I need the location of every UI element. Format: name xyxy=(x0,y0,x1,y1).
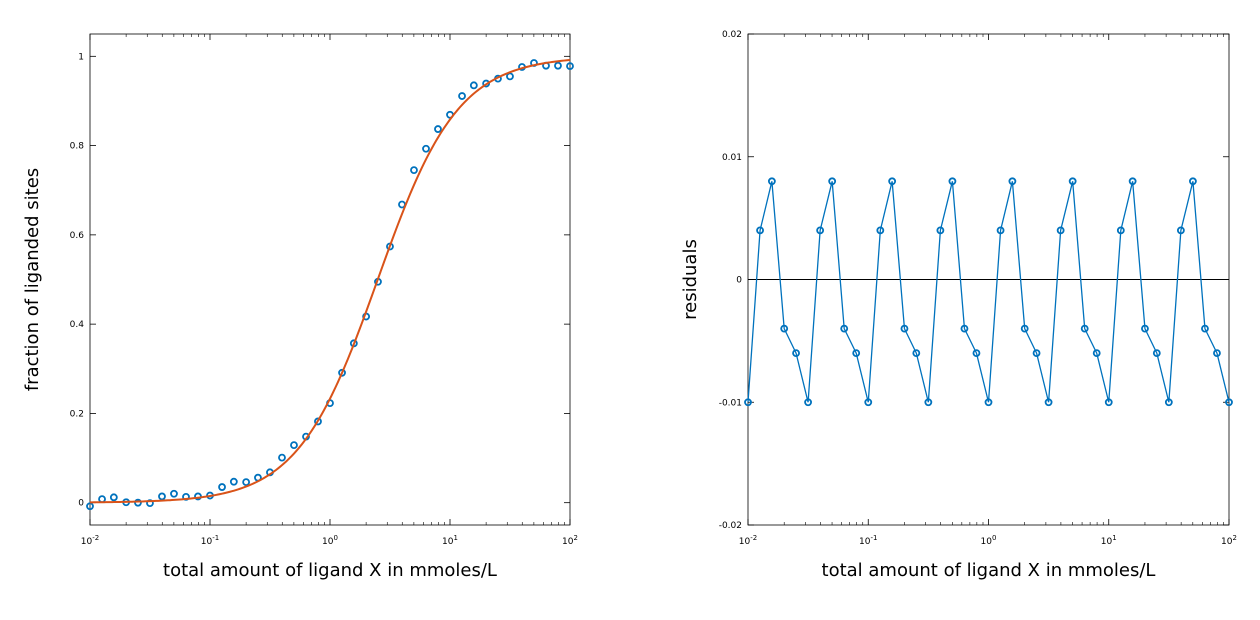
data-point xyxy=(458,92,466,100)
residual-point xyxy=(1152,349,1161,358)
data-point xyxy=(566,62,574,71)
data-point xyxy=(170,489,178,498)
residual-point xyxy=(756,226,764,235)
data-point xyxy=(410,166,418,175)
y-tick-label: 1 xyxy=(78,52,84,62)
residual-point xyxy=(1008,177,1017,186)
residual-point xyxy=(996,226,1005,235)
residual-point xyxy=(1201,324,1209,333)
residuals-panel: 10-2 10-1 100 101 102 -0.02 -0.01 0 0.01 0.02 tota… xyxy=(680,30,1237,581)
residual-point xyxy=(792,349,800,358)
axes-box xyxy=(89,33,571,526)
residual-point xyxy=(912,349,921,358)
fit-curve xyxy=(89,58,571,504)
data-point xyxy=(86,502,94,511)
residual-point xyxy=(1189,177,1197,186)
residual-point xyxy=(1068,177,1077,186)
x-tick-label: 100 xyxy=(322,534,338,547)
y-tick-label: 0 xyxy=(736,276,742,286)
residual-point xyxy=(864,398,873,407)
residual-point xyxy=(767,177,776,186)
residual-line xyxy=(747,181,1230,403)
residual-point xyxy=(744,398,752,407)
data-point xyxy=(290,441,298,450)
data-point xyxy=(506,72,514,81)
residual-point xyxy=(1080,324,1089,333)
data-point xyxy=(434,125,442,133)
residual-point xyxy=(1128,177,1137,186)
residual-point xyxy=(1104,398,1113,407)
x-tick-label: 101 xyxy=(442,534,458,547)
residual-point xyxy=(852,349,861,358)
y-axis-title: residuals xyxy=(680,239,701,320)
data-point xyxy=(469,81,478,90)
data-point xyxy=(242,478,251,487)
residual-point xyxy=(816,226,825,235)
x-tick-label: 102 xyxy=(1221,534,1237,547)
x-tick-label: 10-1 xyxy=(201,534,219,547)
residual-point xyxy=(1032,349,1041,358)
x-tick-label: 10-1 xyxy=(859,534,877,547)
residual-point xyxy=(1020,324,1029,333)
data-point xyxy=(338,368,346,377)
residual-point xyxy=(1164,398,1173,407)
x-axis-title: total amount of ligand X in mmoles/L xyxy=(163,560,497,581)
y-tick-label: -0.02 xyxy=(719,521,742,531)
residual-point xyxy=(936,226,945,235)
residual-point xyxy=(804,398,812,407)
residual-point xyxy=(984,398,993,407)
residual-point xyxy=(828,177,837,186)
residual-point xyxy=(840,324,849,333)
y-tick-label: 0.2 xyxy=(70,409,84,419)
x-tick-label: 10-2 xyxy=(81,534,99,547)
data-point xyxy=(158,492,166,501)
data-point xyxy=(229,477,238,486)
data-point xyxy=(218,483,226,491)
data-point xyxy=(134,498,142,507)
data-point xyxy=(314,417,322,426)
residual-point xyxy=(1225,398,1233,407)
data-point xyxy=(109,493,118,502)
y-tick-label: -0.01 xyxy=(719,398,742,408)
data-point xyxy=(278,453,286,462)
residual-point xyxy=(1044,398,1053,407)
residual-point xyxy=(780,324,789,333)
residual-point xyxy=(1056,226,1065,235)
x-tick-label: 100 xyxy=(981,534,997,547)
data-point xyxy=(422,144,430,153)
y-tick-label: 0.4 xyxy=(70,320,85,330)
residual-point xyxy=(876,226,885,235)
data-point xyxy=(554,61,562,70)
residual-point xyxy=(1213,349,1221,358)
x-tick-label: 10-2 xyxy=(739,534,757,547)
binding-curve-panel: 10-2 10-1 100 101 102 0 0.2 0.4 0.6 0.8 1 total amo… xyxy=(22,33,578,581)
x-tick-label: 101 xyxy=(1101,534,1117,547)
residual-point xyxy=(948,177,957,186)
residual-point xyxy=(960,324,969,333)
y-tick-label: 0.6 xyxy=(70,231,85,241)
residual-point xyxy=(924,398,933,407)
x-axis-title: total amount of ligand X in mmoles/L xyxy=(822,560,1156,581)
residual-point xyxy=(1092,349,1101,358)
residual-point xyxy=(972,349,981,358)
residual-point xyxy=(888,177,897,186)
residual-point xyxy=(1116,226,1125,235)
residual-point xyxy=(1176,226,1185,235)
residual-point xyxy=(900,324,909,333)
x-tick-label: 102 xyxy=(562,534,578,547)
y-tick-label: 0.8 xyxy=(70,142,85,152)
y-tick-label: 0 xyxy=(78,499,84,509)
y-axis-title: fraction of liganded sites xyxy=(22,168,43,391)
residual-point xyxy=(1141,324,1149,333)
data-point xyxy=(146,499,154,508)
y-tick-label: 0.02 xyxy=(722,30,742,40)
y-tick-label: 0.01 xyxy=(722,153,742,163)
